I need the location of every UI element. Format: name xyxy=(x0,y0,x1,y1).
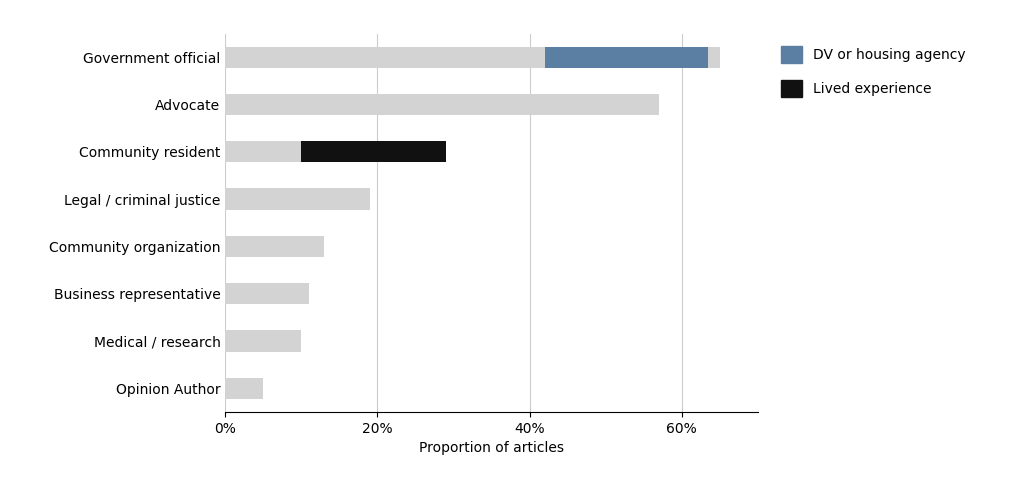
Legend: DV or housing agency, Lived experience: DV or housing agency, Lived experience xyxy=(775,40,971,102)
Bar xyxy=(225,236,325,257)
Bar xyxy=(225,46,720,68)
Bar xyxy=(225,188,370,210)
X-axis label: Proportion of articles: Proportion of articles xyxy=(419,441,564,455)
Bar xyxy=(225,283,309,304)
Bar xyxy=(301,141,445,162)
Bar xyxy=(225,331,301,352)
Bar xyxy=(225,141,301,162)
Bar xyxy=(225,377,263,399)
Bar xyxy=(225,94,658,115)
Bar xyxy=(545,46,709,68)
